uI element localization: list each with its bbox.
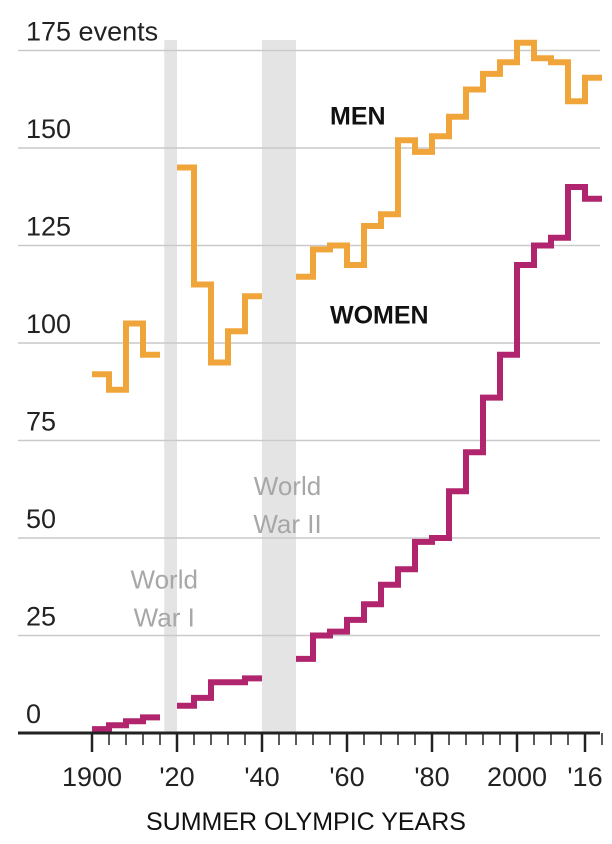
war-shading-1 — [164, 40, 177, 733]
x-axis-title: SUMMER OLYMPIC YEARS — [146, 808, 466, 836]
y-tick-label: 75 — [26, 407, 56, 437]
y-tick-label: 150 — [26, 114, 71, 144]
war-shading-2 — [262, 40, 296, 733]
women-series-line-2 — [177, 675, 262, 709]
war-label-2: War II — [253, 509, 321, 539]
x-tick-label: '80 — [414, 762, 449, 792]
war-label-2: World — [254, 471, 321, 501]
y-tick-label: 125 — [26, 212, 71, 242]
men-series-label: MEN — [330, 103, 386, 131]
x-tick-label: 1900 — [62, 762, 122, 792]
women-series-label: WOMEN — [330, 302, 429, 330]
y-tick-label: 50 — [26, 504, 56, 534]
women-series-line-1 — [92, 714, 160, 733]
y-tick-label: 175 events — [26, 17, 158, 47]
y-tick-label: 0 — [26, 699, 41, 729]
x-tick-label: '60 — [329, 762, 364, 792]
y-tick-label: 100 — [26, 309, 71, 339]
men-series-line-1 — [92, 320, 160, 393]
y-tick-label: 25 — [26, 602, 56, 632]
x-tick-label: '20 — [159, 762, 194, 792]
war-label-1: War I — [134, 603, 195, 633]
women-series-line-3 — [296, 184, 602, 662]
men-series-line-3 — [296, 39, 602, 280]
war-label-1: World — [131, 565, 198, 595]
men-series-line-2 — [177, 164, 262, 366]
x-tick-label: '16 — [567, 762, 602, 792]
x-tick-label: '40 — [244, 762, 279, 792]
x-tick-label: 2000 — [487, 762, 547, 792]
